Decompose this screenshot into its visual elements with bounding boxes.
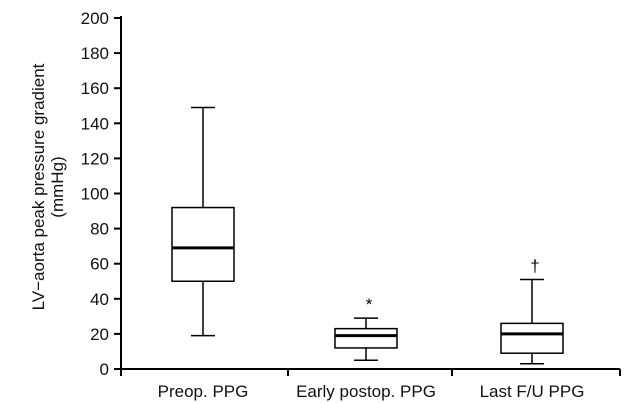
x-axis-tick-labels: Preop. PPG Early postop. PPG Last F/U PPG xyxy=(158,382,585,401)
y-tick-label: 160 xyxy=(81,79,109,98)
axes: 0 20 40 60 80 100 120 140 160 180 200 xyxy=(81,9,621,379)
y-tick-label: 0 xyxy=(100,360,109,379)
y-axis-title: LV−aorta peak pressure gradient (mmHg) xyxy=(29,63,67,310)
y-tick-label: 140 xyxy=(81,114,109,133)
box-series: *† xyxy=(171,106,564,365)
y-tick-label: 80 xyxy=(90,220,109,239)
x-tick-label: Early postop. PPG xyxy=(296,382,436,401)
significance-marker: * xyxy=(366,295,373,314)
iqr-box xyxy=(334,327,398,349)
y-tick-label: 200 xyxy=(81,9,109,28)
y-tick-label: 60 xyxy=(90,255,109,274)
box-group: * xyxy=(334,295,398,361)
y-tick-label: 20 xyxy=(90,325,109,344)
y-tick-label: 120 xyxy=(81,149,109,168)
y-axis-title-line-2: (mmHg) xyxy=(48,156,67,217)
y-tick-label: 100 xyxy=(81,185,109,204)
significance-marker: † xyxy=(530,256,539,275)
box-group: † xyxy=(500,256,564,365)
iqr-box xyxy=(500,322,564,354)
x-tick-label: Last F/U PPG xyxy=(480,382,585,401)
y-tick-label: 40 xyxy=(90,290,109,309)
y-tick-label: 180 xyxy=(81,44,109,63)
iqr-box xyxy=(171,206,235,282)
x-tick-label: Preop. PPG xyxy=(158,382,249,401)
box-group xyxy=(171,106,235,337)
y-axis-title-line-1: LV−aorta peak pressure gradient xyxy=(29,63,48,310)
